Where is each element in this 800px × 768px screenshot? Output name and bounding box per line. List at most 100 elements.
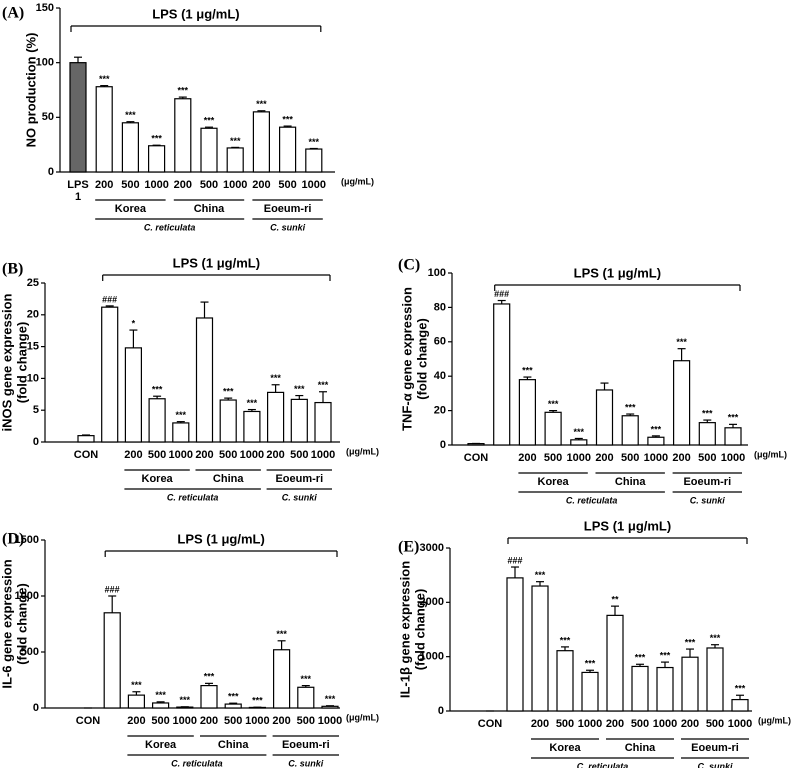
x-tick-label: 1000 [644, 452, 668, 464]
x-tick-label: 200 [531, 718, 549, 730]
significance-label: *** [625, 402, 636, 412]
group-label: China [194, 203, 225, 215]
x-tick-label: 200 [124, 449, 142, 461]
bracket-label: LPS (1 μg/mL) [173, 255, 260, 270]
y-tick-label: 500 [21, 646, 39, 658]
bar [290, 398, 308, 443]
group-label: Korea [538, 476, 570, 488]
bar [148, 398, 166, 443]
bar [647, 436, 665, 446]
unit-label: (μg/mL) [758, 715, 791, 725]
significance-label: *** [282, 114, 293, 124]
y-tick-label: 80 [434, 301, 446, 313]
bar [672, 360, 691, 446]
bar [95, 86, 113, 173]
y-tick-label: 2000 [420, 596, 444, 608]
supergroup-label: C. sunki [697, 761, 733, 768]
significance-label: *** [735, 684, 746, 694]
x-tick-label: 200 [200, 715, 218, 727]
significance-label: *** [535, 570, 546, 580]
unit-label: (μg/mL) [341, 176, 374, 186]
y-tick-label: 100 [36, 57, 54, 69]
significance-label: *** [204, 672, 215, 682]
y-tick-label: 40 [434, 370, 446, 382]
y-tick-label: 1000 [420, 651, 444, 663]
significance-label: *** [256, 99, 267, 109]
y-axis-label: TNF-α gene expression [399, 287, 414, 431]
significance-label: *** [99, 74, 110, 84]
x-tick-label: CON [74, 449, 99, 461]
bar [267, 391, 285, 443]
x-tick-label: 500 [200, 179, 218, 191]
bracket-label: LPS (1 μg/mL) [584, 518, 671, 533]
x-tick-label: 1000 [578, 718, 602, 730]
x-tick-label: 1000 [728, 718, 752, 730]
group-label: Korea [145, 739, 177, 751]
x-tick-label: CON [464, 452, 489, 464]
x-tick-label: 200 [252, 179, 270, 191]
x-tick-label: 200 [518, 452, 536, 464]
x-tick-label: 500 [631, 718, 649, 730]
significance-label: *** [728, 413, 739, 423]
y-tick-label: 0 [440, 439, 446, 451]
significance-label: *** [176, 410, 187, 420]
x-tick-label-line: LPS [67, 179, 88, 191]
bar [279, 126, 297, 173]
x-tick-label: 500 [151, 715, 169, 727]
y-tick-label: 1500 [15, 534, 39, 546]
significance-label: *** [223, 386, 234, 396]
group-label: China [213, 473, 244, 485]
group-label: China [615, 476, 646, 488]
supergroup-label: C. sunki [690, 495, 726, 505]
y-tick-label: 5 [33, 404, 39, 416]
significance-label: *** [151, 134, 162, 144]
x-tick-label: 1000 [223, 179, 247, 191]
bar [103, 612, 121, 709]
group-label: Korea [549, 742, 581, 754]
significance-label: *** [294, 384, 305, 394]
bar [631, 665, 649, 712]
bar [518, 379, 537, 446]
group-label: China [625, 742, 656, 754]
group-label: Eoeum-ri [264, 203, 312, 215]
y-tick-label: 150 [36, 2, 54, 14]
x-tick-label: 500 [148, 449, 166, 461]
supergroup-label: C. reticulata [171, 758, 223, 768]
significance-label: *** [230, 136, 241, 146]
bar [724, 427, 742, 446]
x-tick-label: 500 [224, 715, 242, 727]
x-tick-label: 500 [556, 718, 574, 730]
bar [273, 649, 291, 709]
x-tick-label: 200 [95, 179, 113, 191]
y-tick-label: 50 [42, 111, 54, 123]
y-tick-label: 25 [27, 277, 39, 289]
y-axis-label: (fold change) [412, 589, 427, 671]
significance-label: *** [228, 692, 239, 702]
x-tick-label: LPS 1 [67, 179, 88, 203]
bar [195, 317, 214, 443]
x-tick-label: CON [478, 718, 503, 730]
x-tick-label: 500 [698, 452, 716, 464]
bar [124, 347, 143, 443]
panel-label: (B) [2, 261, 23, 278]
y-tick-label: 60 [434, 336, 446, 348]
significance-label: *** [574, 427, 585, 437]
panel-label: (E) [398, 539, 419, 556]
supergroup-label: C. reticulata [566, 495, 618, 505]
supergroup-label: C. sunki [288, 758, 324, 768]
bracket-label: LPS (1 μg/mL) [177, 531, 264, 546]
x-tick-label: 1000 [240, 449, 264, 461]
y-tick-label: 0 [33, 702, 39, 714]
significance-label: *** [178, 85, 189, 95]
significance-label: ### [105, 584, 120, 594]
bar [698, 422, 716, 446]
panel-label: (A) [2, 5, 24, 22]
x-tick-label: 200 [127, 715, 145, 727]
group-label: Eoeum-ri [691, 742, 739, 754]
bar [219, 399, 237, 443]
x-tick-label: 200 [195, 449, 213, 461]
x-tick-label: 500 [544, 452, 562, 464]
panel-label: (C) [398, 257, 420, 274]
y-axis-label: IL-6 gene expression [0, 559, 14, 688]
